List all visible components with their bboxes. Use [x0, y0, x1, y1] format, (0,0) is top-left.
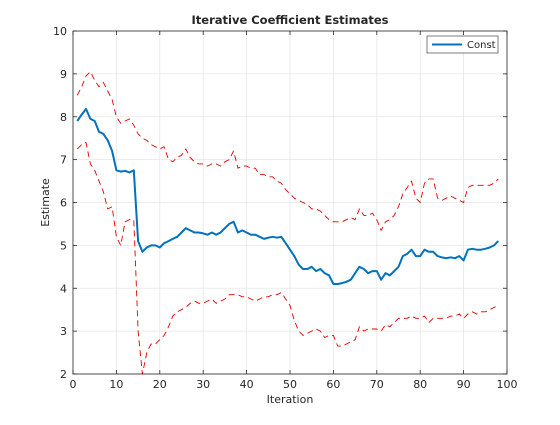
- x-axis-label: Iteration: [267, 393, 314, 406]
- series-lines: [76, 71, 500, 375]
- x-tick-label: 0: [70, 378, 77, 391]
- y-tick-label: 10: [53, 25, 67, 38]
- y-tick-label: 9: [60, 68, 67, 81]
- chart-title: Iterative Coefficient Estimates: [192, 13, 389, 27]
- x-tick-label: 20: [153, 378, 167, 391]
- x-tick-label: 60: [326, 378, 340, 391]
- x-tick-label: 90: [457, 378, 471, 391]
- estimate-line: [76, 108, 500, 285]
- y-axis-label: Estimate: [39, 178, 52, 227]
- y-tick-label: 8: [60, 111, 67, 124]
- y-tick-labels: 2 3 4 5 6 7 8 9 10: [53, 25, 67, 381]
- legend: Const: [426, 35, 499, 54]
- x-tick-label: 50: [283, 378, 297, 391]
- y-tick-label: 2: [60, 368, 67, 381]
- y-tick-label: 5: [60, 239, 67, 252]
- y-tick-label: 7: [60, 154, 67, 167]
- legend-box: [426, 35, 499, 54]
- x-tick-label: 10: [109, 378, 123, 391]
- y-tick-label: 4: [60, 282, 67, 295]
- x-tick-label: 70: [370, 378, 384, 391]
- x-tick-label: 80: [413, 378, 427, 391]
- x-tick-labels: 0 10 20 30 40 50 60 70 80 90 100: [70, 378, 518, 391]
- x-tick-label: 40: [240, 378, 254, 391]
- upper-bound-line: [76, 71, 499, 231]
- y-tick-label: 6: [60, 197, 67, 210]
- tick-marks: [72, 30, 508, 375]
- legend-label-const: Const: [467, 40, 496, 51]
- y-tick-label: 3: [60, 325, 67, 338]
- x-tick-label: 100: [497, 378, 518, 391]
- x-tick-label: 30: [196, 378, 210, 391]
